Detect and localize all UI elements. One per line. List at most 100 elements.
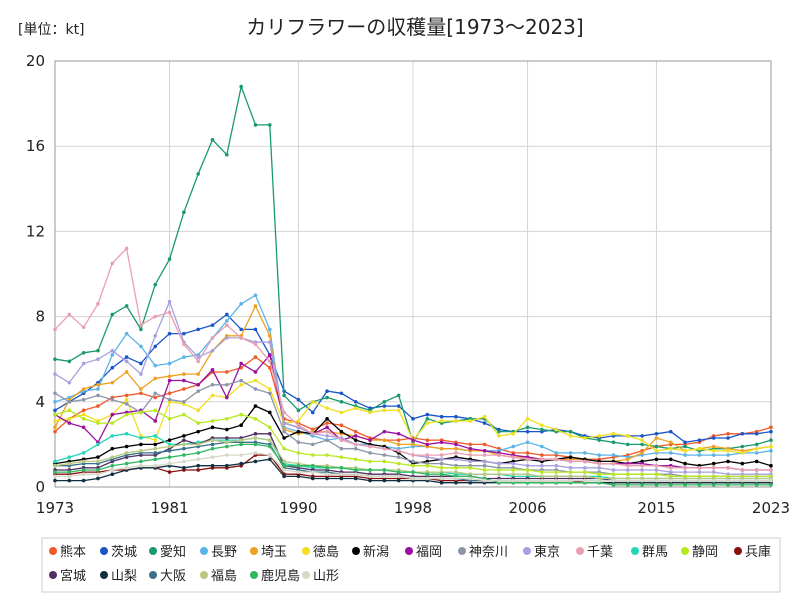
data-point bbox=[468, 442, 473, 447]
data-point bbox=[253, 378, 258, 383]
data-point bbox=[67, 380, 72, 385]
data-point bbox=[339, 472, 344, 477]
data-point bbox=[697, 446, 702, 451]
data-point bbox=[568, 478, 573, 483]
data-point bbox=[124, 331, 129, 336]
plot-frame bbox=[54, 60, 772, 488]
data-point bbox=[124, 355, 129, 359]
data-point bbox=[81, 417, 86, 421]
data-point bbox=[411, 442, 415, 447]
data-point bbox=[210, 463, 215, 468]
data-point bbox=[640, 468, 644, 472]
data-point bbox=[454, 466, 458, 470]
data-point bbox=[167, 310, 172, 315]
data-point bbox=[153, 391, 158, 396]
data-point bbox=[167, 374, 172, 379]
data-point bbox=[411, 476, 415, 481]
legend-marker bbox=[576, 547, 584, 555]
data-point bbox=[626, 478, 630, 483]
data-point bbox=[468, 459, 473, 464]
data-point bbox=[439, 466, 444, 470]
data-point bbox=[110, 446, 115, 451]
data-point bbox=[110, 463, 115, 468]
data-point bbox=[654, 463, 659, 468]
data-point bbox=[225, 370, 229, 374]
data-point bbox=[711, 448, 716, 453]
data-point bbox=[740, 431, 745, 436]
y-tick-label: 8 bbox=[35, 308, 45, 326]
data-point bbox=[411, 459, 415, 464]
data-point bbox=[339, 429, 344, 434]
data-point bbox=[210, 393, 215, 398]
data-point bbox=[711, 453, 716, 457]
data-point bbox=[196, 468, 200, 472]
data-point bbox=[711, 444, 716, 449]
data-point bbox=[124, 304, 129, 308]
data-point bbox=[583, 459, 587, 464]
data-point bbox=[67, 417, 72, 421]
data-point bbox=[225, 440, 229, 445]
legend-marker bbox=[200, 571, 208, 579]
legend-label: 埼玉 bbox=[261, 545, 287, 560]
data-point bbox=[167, 299, 172, 304]
data-point bbox=[482, 421, 487, 425]
x-tick-label: 2006 bbox=[508, 499, 546, 517]
data-point bbox=[382, 404, 387, 408]
data-point bbox=[81, 387, 86, 391]
data-point bbox=[511, 455, 516, 459]
data-point bbox=[683, 440, 687, 445]
data-point bbox=[611, 483, 616, 487]
data-point bbox=[497, 472, 501, 477]
data-point bbox=[511, 468, 516, 472]
data-point bbox=[196, 429, 200, 434]
data-point bbox=[754, 459, 759, 464]
data-point bbox=[167, 470, 172, 474]
data-point bbox=[167, 438, 172, 442]
data-point bbox=[454, 414, 458, 419]
data-point bbox=[167, 257, 172, 261]
data-point bbox=[626, 442, 630, 447]
data-point bbox=[325, 472, 329, 477]
data-point bbox=[439, 472, 444, 477]
legend-marker bbox=[631, 547, 639, 555]
data-point bbox=[167, 461, 172, 466]
data-point bbox=[568, 466, 573, 470]
data-point bbox=[53, 327, 57, 332]
data-point bbox=[668, 446, 673, 451]
data-point bbox=[740, 451, 745, 455]
data-point bbox=[339, 410, 344, 415]
data-point bbox=[439, 476, 444, 481]
data-point bbox=[711, 470, 716, 474]
data-point bbox=[740, 483, 745, 487]
data-point bbox=[196, 442, 200, 447]
data-point bbox=[382, 446, 387, 451]
data-point bbox=[67, 478, 72, 483]
data-point bbox=[554, 451, 558, 455]
data-point bbox=[597, 472, 601, 477]
data-point bbox=[554, 457, 558, 462]
data-point bbox=[268, 453, 272, 457]
data-point bbox=[325, 476, 329, 481]
data-point bbox=[468, 446, 473, 451]
data-point bbox=[239, 412, 243, 417]
data-point bbox=[124, 393, 129, 398]
data-point bbox=[67, 474, 72, 479]
data-point bbox=[110, 421, 115, 425]
data-point bbox=[396, 431, 401, 436]
data-point bbox=[554, 474, 558, 479]
data-point bbox=[296, 429, 301, 434]
data-point bbox=[626, 457, 630, 462]
data-point bbox=[640, 438, 644, 442]
data-point bbox=[182, 434, 186, 438]
data-point bbox=[583, 436, 587, 440]
data-point bbox=[253, 355, 258, 359]
data-point bbox=[96, 382, 100, 387]
data-point bbox=[339, 400, 344, 404]
data-point bbox=[81, 459, 86, 464]
data-point bbox=[482, 463, 487, 468]
data-point bbox=[67, 470, 72, 474]
data-point bbox=[210, 438, 215, 442]
x-tick-label: 1990 bbox=[279, 499, 317, 517]
legend-marker bbox=[149, 547, 157, 555]
data-point bbox=[726, 466, 730, 470]
